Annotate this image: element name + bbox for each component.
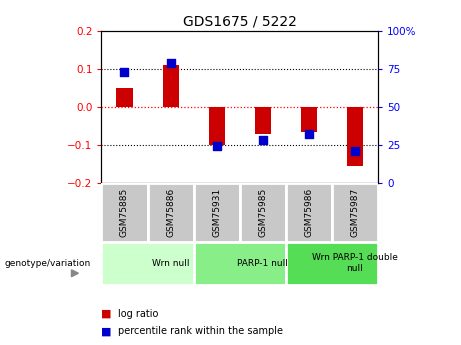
Point bbox=[351, 148, 359, 154]
Text: GSM75986: GSM75986 bbox=[304, 188, 313, 237]
Bar bbox=[301, 107, 317, 132]
Text: Wrn PARP-1 double
null: Wrn PARP-1 double null bbox=[312, 253, 398, 273]
Text: GSM75931: GSM75931 bbox=[212, 188, 221, 237]
Bar bbox=[101, 183, 148, 242]
Text: ■: ■ bbox=[101, 326, 112, 336]
Bar bbox=[254, 107, 271, 134]
Bar bbox=[208, 107, 225, 145]
Text: GSM75987: GSM75987 bbox=[350, 188, 360, 237]
Text: log ratio: log ratio bbox=[118, 309, 158, 319]
Text: genotype/variation: genotype/variation bbox=[5, 259, 91, 268]
Point bbox=[305, 131, 313, 137]
Text: PARP-1 null: PARP-1 null bbox=[237, 258, 288, 268]
Text: GSM75985: GSM75985 bbox=[258, 188, 267, 237]
Bar bbox=[194, 183, 240, 242]
Title: GDS1675 / 5222: GDS1675 / 5222 bbox=[183, 14, 297, 29]
Text: GSM75885: GSM75885 bbox=[120, 188, 129, 237]
Bar bbox=[332, 183, 378, 242]
Text: percentile rank within the sample: percentile rank within the sample bbox=[118, 326, 283, 336]
Text: GSM75886: GSM75886 bbox=[166, 188, 175, 237]
Bar bbox=[286, 183, 332, 242]
Point bbox=[121, 69, 128, 75]
Bar bbox=[162, 65, 178, 107]
Bar bbox=[286, 241, 378, 285]
Bar bbox=[240, 183, 286, 242]
Point bbox=[213, 144, 220, 149]
Point bbox=[167, 60, 174, 66]
Bar bbox=[148, 183, 194, 242]
Text: Wrn null: Wrn null bbox=[152, 258, 189, 268]
Bar bbox=[116, 88, 133, 107]
Text: ■: ■ bbox=[101, 309, 112, 319]
Point bbox=[259, 138, 266, 143]
Bar bbox=[101, 241, 194, 285]
Bar bbox=[347, 107, 363, 166]
Bar bbox=[194, 241, 286, 285]
